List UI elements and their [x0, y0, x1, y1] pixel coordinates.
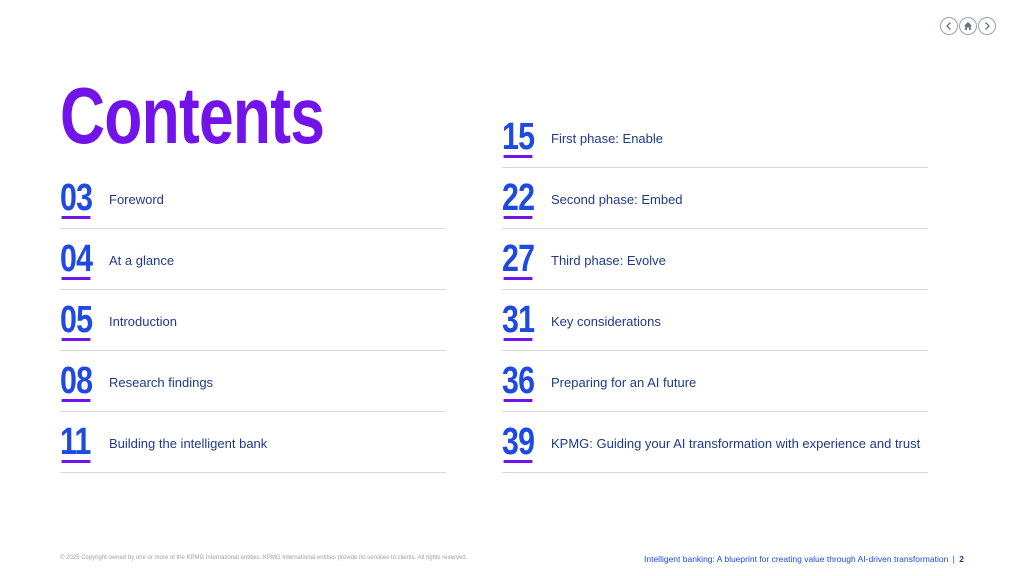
- footer-separator: |: [952, 554, 955, 564]
- contents-item-third-phase[interactable]: 27 Third phase: Evolve: [502, 229, 928, 290]
- number-underline: [503, 277, 533, 280]
- page-number: 31: [502, 299, 535, 341]
- number-underline: [503, 155, 533, 158]
- page-number: 08: [60, 360, 93, 402]
- contents-item-label: Introduction: [109, 313, 177, 329]
- chevron-left-icon: [946, 22, 951, 30]
- chevron-right-icon: [985, 22, 990, 30]
- page-number: 03: [60, 177, 93, 219]
- document-title: Intelligent banking: A blueprint for cre…: [644, 554, 949, 564]
- page-number: 11: [60, 421, 91, 463]
- number-underline: [503, 399, 533, 402]
- page-number: 15: [502, 116, 535, 158]
- contents-item-research-findings[interactable]: 08 Research findings: [60, 351, 446, 412]
- number-underline: [61, 338, 91, 341]
- contents-item-label: Third phase: Evolve: [551, 252, 666, 268]
- contents-item-kpmg-guiding[interactable]: 39 KPMG: Guiding your AI transformation …: [502, 412, 928, 473]
- contents-item-label: Second phase: Embed: [551, 191, 683, 207]
- contents-item-label: Building the intelligent bank: [109, 435, 268, 451]
- contents-item-foreword[interactable]: 03 Foreword: [60, 168, 446, 229]
- next-page-button[interactable]: [978, 17, 996, 35]
- contents-item-label: At a glance: [109, 252, 175, 268]
- contents-item-preparing-ai-future[interactable]: 36 Preparing for an AI future: [502, 351, 928, 412]
- page-title: Contents: [60, 71, 325, 160]
- contents-item-label: Foreword: [109, 191, 164, 207]
- number-underline: [503, 460, 533, 463]
- contents-item-at-a-glance[interactable]: 04 At a glance: [60, 229, 446, 290]
- number-underline: [503, 216, 533, 219]
- contents-right-column: 15 First phase: Enable 22 Second phase: …: [502, 107, 928, 473]
- previous-page-button[interactable]: [940, 17, 958, 35]
- contents-item-label: Research findings: [109, 374, 214, 390]
- contents-item-second-phase[interactable]: 22 Second phase: Embed: [502, 168, 928, 229]
- contents-item-building-intelligent-bank[interactable]: 11 Building the intelligent bank: [60, 412, 446, 473]
- contents-item-label: KPMG: Guiding your AI transformation wit…: [551, 435, 921, 451]
- page-number: 04: [60, 238, 93, 280]
- page-number-indicator: 2: [959, 554, 964, 564]
- number-underline: [61, 277, 91, 280]
- number-underline: [61, 399, 91, 402]
- contents-left-column: 03 Foreword 04 At a glance 05 Introducti…: [60, 168, 446, 473]
- number-underline: [61, 460, 91, 463]
- contents-item-key-considerations[interactable]: 31 Key considerations: [502, 290, 928, 351]
- contents-item-introduction[interactable]: 05 Introduction: [60, 290, 446, 351]
- page-navigation: [940, 17, 996, 35]
- home-button[interactable]: [959, 17, 977, 35]
- contents-item-label: Preparing for an AI future: [551, 374, 697, 390]
- page-number: 36: [502, 360, 535, 402]
- document-footer: Intelligent banking: A blueprint for cre…: [644, 554, 964, 564]
- home-icon: [964, 22, 972, 30]
- copyright-notice: © 2025 Copyright owned by one or more of…: [60, 555, 468, 561]
- page-number: 22: [502, 177, 535, 219]
- page-number: 39: [502, 421, 535, 463]
- page-number: 05: [60, 299, 93, 341]
- number-underline: [61, 216, 91, 219]
- contents-item-label: First phase: Enable: [551, 130, 664, 146]
- page-number: 27: [502, 238, 535, 280]
- number-underline: [503, 338, 533, 341]
- contents-item-label: Key considerations: [551, 313, 661, 329]
- contents-item-first-phase[interactable]: 15 First phase: Enable: [502, 107, 928, 168]
